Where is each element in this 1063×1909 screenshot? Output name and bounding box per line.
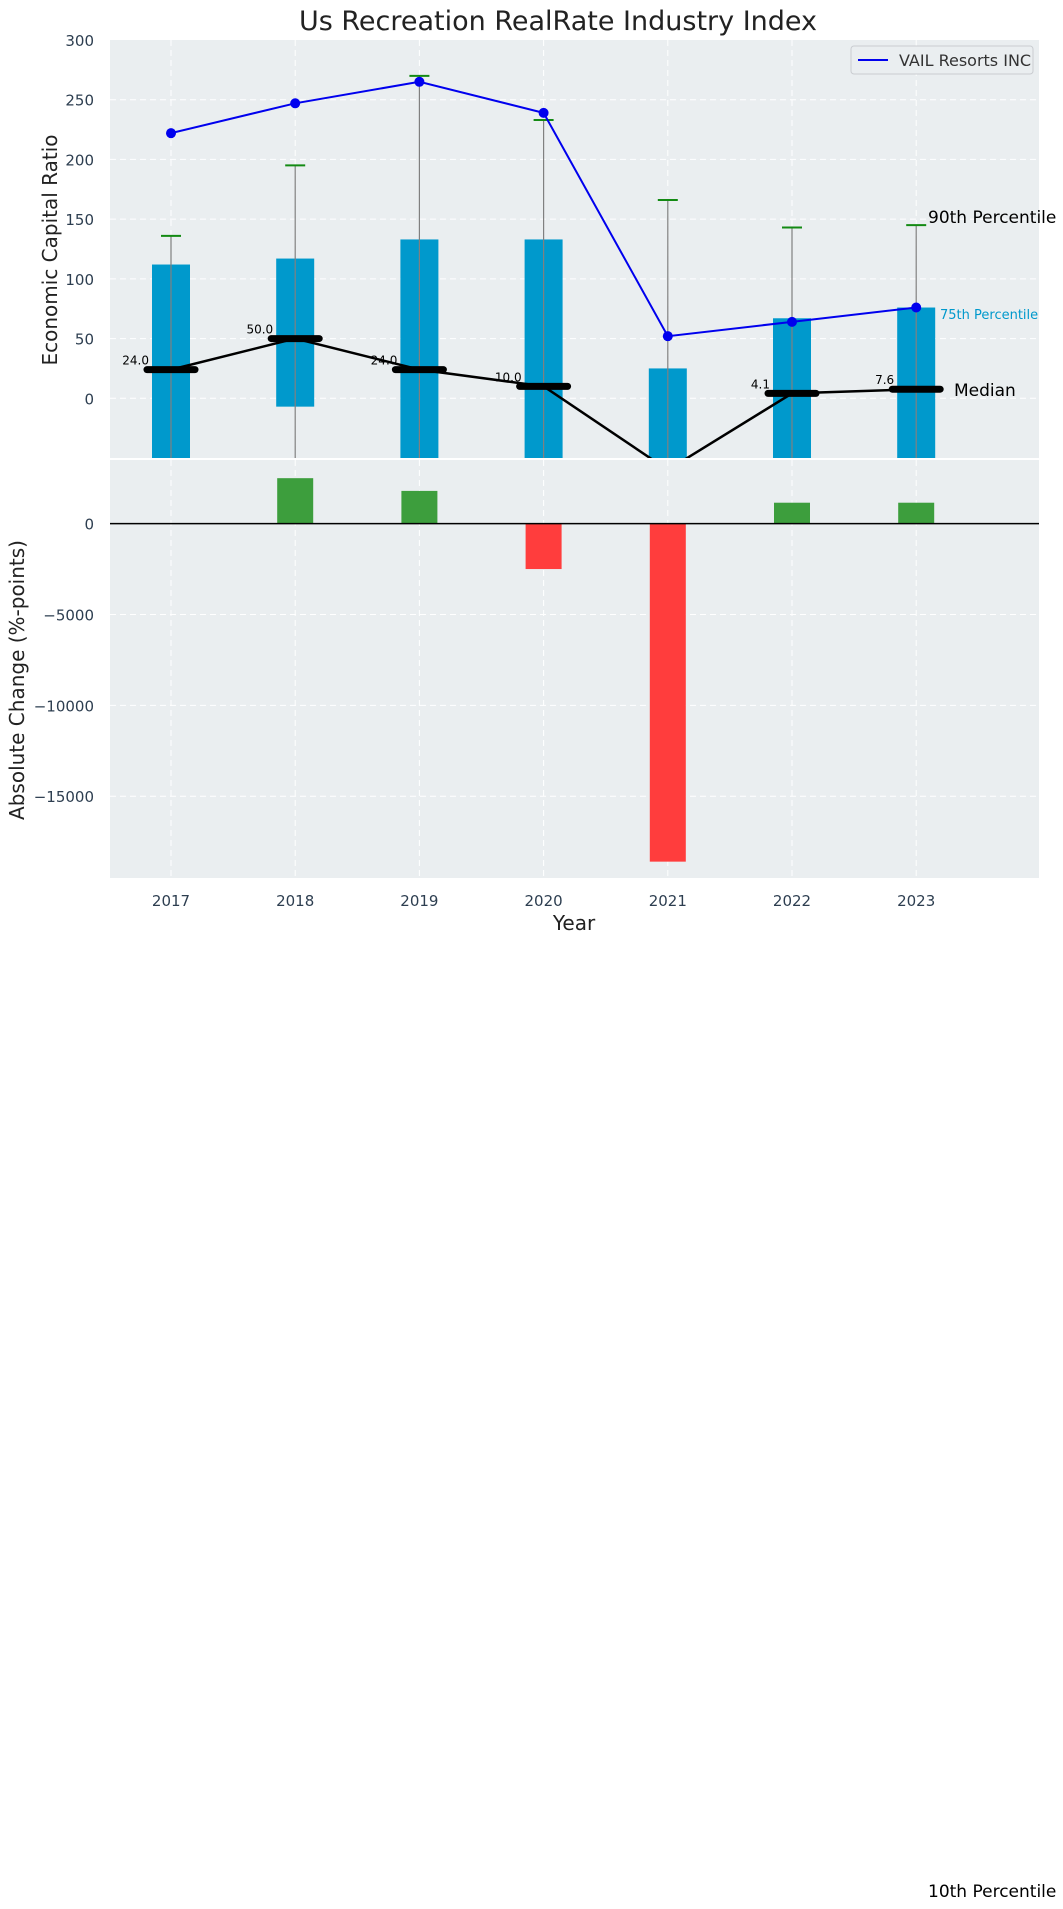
- vail-point: [166, 128, 176, 139]
- legend-box: [850, 45, 1034, 75]
- top-y-tick-label: 300: [65, 32, 94, 50]
- legend-label-vail: VAIL Resorts INC: [899, 51, 1031, 70]
- legend: VAIL Resorts INC: [850, 45, 1034, 75]
- x-tick-label: 2023: [897, 892, 935, 910]
- bottom-bars: [110, 478, 1039, 862]
- bottom-y-tick-label: 0: [84, 516, 94, 534]
- top-y-axis-label: Economic Capital Ratio: [38, 134, 62, 365]
- bottom-y-axis-label: Absolute Change (%-points): [5, 540, 29, 820]
- vail-point: [662, 331, 673, 342]
- chart-title: Us Recreation RealRate Industry Index: [299, 6, 817, 37]
- median-value-label: 50.0: [246, 323, 273, 337]
- change-bar-positive: [401, 490, 438, 524]
- x-tick-label: 2022: [773, 892, 811, 910]
- x-tick-label: 2021: [649, 892, 687, 910]
- x-tick-label: 2019: [400, 892, 438, 910]
- median-value-label: 10.0: [495, 370, 522, 384]
- top-whiskers: [161, 74, 927, 458]
- top-y-tick-label: 0: [84, 390, 94, 408]
- median-value-label: 4.1: [751, 377, 770, 391]
- top-y-ticks: 0 50 100 150 200 250 300: [65, 32, 94, 408]
- x-tick-label: 2018: [276, 892, 314, 910]
- x-axis-label: Year: [552, 911, 596, 935]
- bottom-plot-area: [110, 460, 1039, 878]
- change-bar-positive: [898, 502, 935, 524]
- change-bar-positive: [277, 478, 314, 524]
- top-y-tick-label: 250: [65, 92, 94, 110]
- bottom-grid: [110, 460, 1039, 878]
- bottom-y-tick-label: −5000: [43, 606, 94, 624]
- bottom-y-tick-label: −15000: [34, 788, 94, 806]
- top-grid: [110, 40, 1039, 458]
- vail-point: [538, 107, 549, 118]
- median-value-label: 7.6: [875, 373, 894, 387]
- change-bar-positive: [774, 502, 810, 524]
- change-bar-negative: [649, 523, 686, 862]
- vail-point: [290, 98, 301, 109]
- x-ticks: 2017 2018 2019 2020 2021 2022 2023: [152, 892, 935, 910]
- vail-point: [414, 76, 425, 87]
- annotation-90th-percentile: 90th Percentile: [928, 208, 1056, 228]
- top-y-tick-label: 100: [65, 271, 94, 289]
- median-value-label: 24.0: [371, 354, 398, 368]
- vail-point: [911, 302, 922, 313]
- change-bar-negative: [525, 523, 562, 570]
- top-lines: 24.0 50.0 24.0 10.0 4.1 7.6: [122, 76, 944, 458]
- top-y-tick-label: 50: [75, 331, 94, 349]
- annotation-median: Median: [954, 381, 1016, 401]
- median-value-label: 24.0: [122, 354, 149, 368]
- top-y-tick-label: 150: [65, 211, 94, 229]
- vail-point: [787, 316, 797, 327]
- top-y-tick-label: 200: [65, 151, 94, 169]
- x-tick-label: 2017: [152, 892, 190, 910]
- x-tick-label: 2020: [525, 892, 563, 910]
- annotation-10th-percentile: 10th Percentile: [928, 1882, 1056, 1902]
- bottom-y-ticks: 0 −5000 −10000 −15000: [34, 516, 94, 807]
- bottom-y-tick-label: −10000: [34, 697, 94, 715]
- annotation-75th-percentile: 75th Percentile: [940, 308, 1038, 323]
